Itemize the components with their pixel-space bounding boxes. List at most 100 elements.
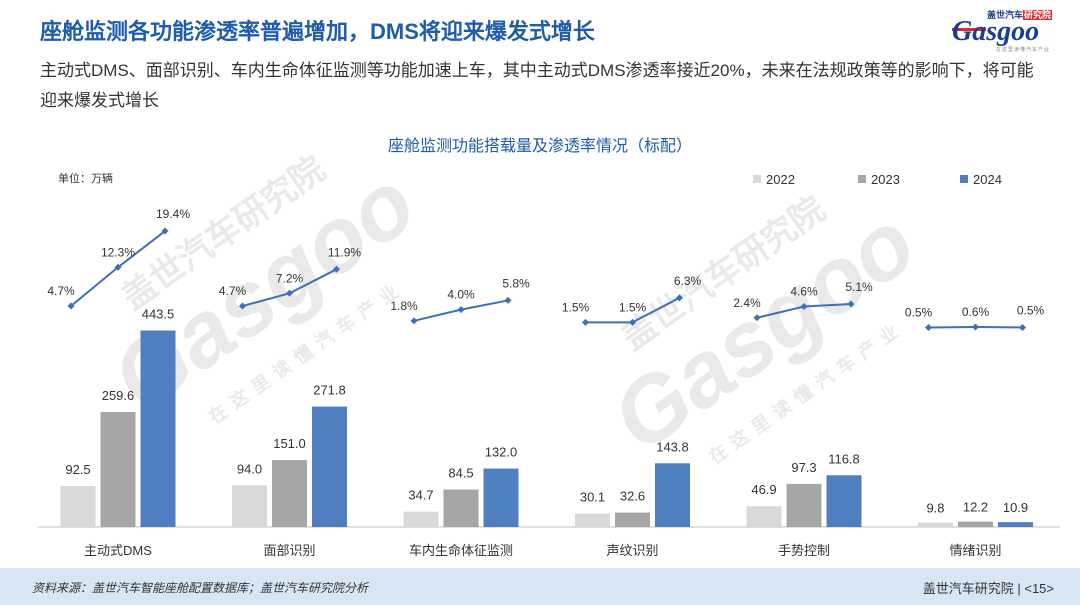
bar-2022-1 [60, 486, 96, 527]
bar-2022-6 [918, 522, 953, 527]
chart-title: 座舱监测功能搭载量及渗透率情况（标配） [388, 137, 692, 155]
x-tick-label: 面部识别 [263, 543, 315, 558]
footer-brand: 盖世汽车研究院 | <15> [922, 581, 1054, 596]
bar-2023-6 [958, 521, 993, 527]
rate-point [676, 294, 683, 302]
bar-2023-2 [272, 460, 307, 527]
legend-label-2022: 2022 [766, 172, 795, 187]
bar-2024-5 [826, 475, 862, 527]
rate-point [457, 306, 465, 314]
rate-point [114, 263, 122, 271]
legend-label-2024: 2024 [973, 172, 1002, 187]
logo-cn-prefix: 盖世汽车 [986, 10, 1023, 20]
bar-2024-4 [655, 463, 690, 527]
x-tick-label: 手势控制 [778, 543, 830, 558]
bar-value-label: 97.3 [791, 460, 816, 475]
bar-value-label: 151.0 [273, 436, 306, 451]
bar-value-label: 143.8 [656, 439, 689, 454]
rate-point [629, 318, 636, 326]
rate-label: 4.0% [447, 288, 475, 302]
x-tick-label: 情绪识别 [949, 543, 1001, 558]
x-tick-label: 声纹识别 [606, 543, 658, 558]
bar-value-label: 116.8 [828, 451, 860, 466]
rate-lines-layer: 4.7% 12.3% 19.4% 4.7% 7.2% 11.9% 1.8% 4.0% 5.8% 1… [47, 207, 1045, 331]
bar-2024-2 [312, 406, 347, 527]
logo-en-text: Gasgoo [952, 16, 1040, 47]
bar-value-label: 30.1 [580, 490, 605, 505]
rate-label: 12.3% [101, 245, 135, 259]
rate-label: 4.7% [219, 284, 247, 298]
rate-label: 1.5% [562, 300, 590, 314]
bar-value-label: 94.0 [237, 461, 262, 476]
rate-point [67, 302, 75, 310]
bar-value-label: 443.5 [142, 307, 175, 322]
logo-accent-bar [952, 28, 986, 31]
rate-label: 2.4% [733, 296, 761, 310]
legend-swatch-2022 [753, 175, 761, 183]
rate-label: 4.7% [47, 284, 75, 298]
footer-brand-name: 盖世汽车研究院 [922, 581, 1014, 596]
rate-label: 0.5% [905, 305, 933, 319]
bar-value-label: 84.5 [448, 466, 473, 481]
rate-point [1019, 323, 1026, 331]
bar-value-label: 10.9 [1003, 500, 1028, 515]
rate-label: 1.8% [390, 299, 418, 313]
rate-label: 0.6% [962, 305, 990, 319]
rate-label: 6.3% [674, 274, 702, 288]
bar-2023-4 [615, 512, 650, 527]
rate-point [504, 296, 512, 304]
rate-point [800, 303, 808, 311]
rate-point [239, 302, 246, 310]
gasgoo-logo: 盖世汽车研究院 Gasgoo 在这里读懂汽车产业 [952, 8, 1052, 53]
rate-point [410, 317, 418, 325]
legend: 2022 2023 2024 [753, 172, 1002, 187]
legend-swatch-2024 [960, 175, 968, 183]
legend-label-2023: 2023 [871, 172, 900, 187]
bar-value-label: 12.2 [963, 500, 988, 515]
bar-2023-3 [443, 489, 479, 527]
logo-cn-highlight: 研究院 [1022, 10, 1052, 20]
bar-2023-1 [100, 411, 136, 527]
bars-layer: 92.5 259.6 443.5 94.0 151.0 271.8 34.7 84.5 132.… [60, 307, 1033, 527]
bar-value-label: 9.8 [926, 501, 944, 516]
rate-label: 5.1% [845, 280, 873, 294]
bar-value-label: 259.6 [102, 388, 135, 403]
bar-value-label: 92.5 [65, 462, 90, 477]
rate-point [972, 323, 979, 331]
bar-2022-5 [746, 506, 782, 527]
bar-value-label: 271.8 [313, 383, 346, 398]
rate-label: 5.8% [502, 276, 530, 290]
page-subtitle: 主动式DMS、面部识别、车内生命体征监测等功能加速上车，其中主动式DMS渗透率接… [40, 61, 1034, 110]
x-tick-label: 车内生命体征监测 [409, 543, 513, 558]
legend-swatch-2023 [858, 175, 866, 183]
rate-point [582, 318, 589, 326]
bar-2024-3 [483, 468, 519, 527]
bar-value-label: 132.0 [485, 445, 518, 460]
bar-2024-6 [998, 522, 1033, 527]
rate-point [753, 314, 761, 322]
logo-cn-text: 盖世汽车研究院 [987, 8, 1052, 21]
x-tick-label: 主动式DMS [84, 543, 152, 558]
bar-value-label: 32.6 [620, 489, 645, 504]
logo-tagline: 在这里读懂汽车产业 [995, 47, 1050, 53]
bar-value-label: 46.9 [751, 482, 776, 497]
footer-bar: 资料来源：盖世汽车智能座舱配置数据库；盖世汽车研究院分析 盖世汽车研究院 | <… [0, 568, 1080, 605]
page-number: 15 [1031, 581, 1047, 596]
x-axis-labels: 主动式DMS 面部识别 车内生命体征监测 声纹识别 手势控制 情绪识别 [84, 543, 1001, 558]
rate-point [286, 289, 293, 297]
bar-2023-5 [786, 483, 822, 527]
bar-2022-3 [403, 511, 439, 527]
rate-point [925, 323, 932, 331]
bar-2024-1 [140, 330, 176, 527]
rate-point [333, 265, 340, 273]
bar-2022-4 [575, 513, 610, 527]
page-title: 座舱监测各功能渗透率普遍增加，DMS将迎来爆发式增长 [40, 19, 595, 44]
rate-label: 19.4% [156, 207, 190, 221]
rate-label: 11.9% [328, 245, 361, 259]
rate-point [847, 300, 855, 308]
unit-label: 单位：万辆 [58, 171, 113, 185]
